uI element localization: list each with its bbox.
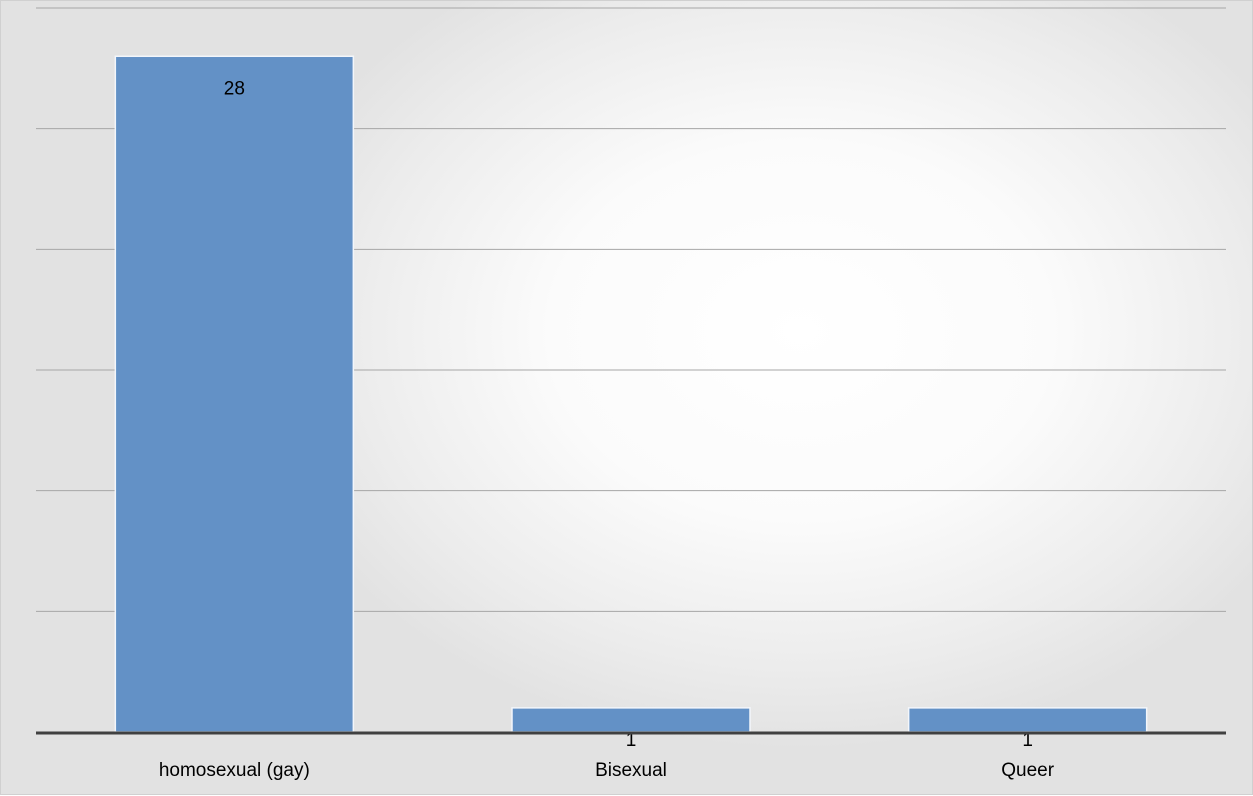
data-labels: 28 1 1	[224, 78, 1033, 751]
bar-value-label: 28	[224, 78, 245, 99]
bar-value-label: 1	[1022, 730, 1033, 751]
category-label: Queer	[1001, 760, 1054, 781]
bar-value-label: 1	[626, 730, 637, 751]
bar	[511, 707, 751, 733]
bar	[907, 707, 1148, 733]
category-label: homosexual (gay)	[159, 760, 310, 781]
category-labels: homosexual (gay) Bisexual Queer	[159, 760, 1055, 781]
bars	[114, 55, 1148, 733]
bar	[114, 55, 355, 733]
category-label: Bisexual	[595, 760, 667, 781]
